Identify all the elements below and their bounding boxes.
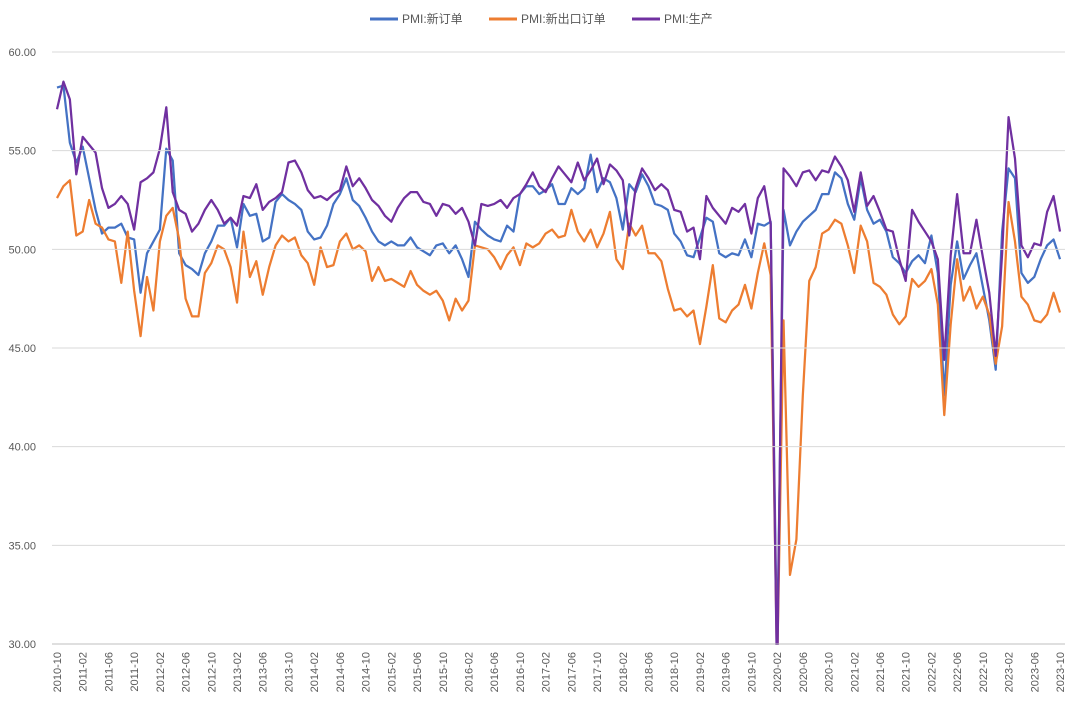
x-tick-label: 2016-06 bbox=[489, 652, 501, 692]
legend-label: PMI:生产 bbox=[664, 12, 713, 26]
x-tick-label: 2020-06 bbox=[798, 652, 810, 692]
x-tick-label: 2012-06 bbox=[181, 652, 193, 692]
x-tick-label: 2022-02 bbox=[926, 652, 938, 692]
legend: PMI:新订单 PMI:新出口订单 PMI:生产 bbox=[370, 11, 713, 26]
x-tick-label: 2023-02 bbox=[1004, 652, 1016, 692]
x-tick-label: 2011-06 bbox=[103, 652, 115, 692]
x-tick-label: 2013-02 bbox=[232, 652, 244, 692]
plot-area bbox=[55, 80, 1062, 645]
x-tick-label: 2021-02 bbox=[849, 652, 861, 692]
x-tick-label: 2012-10 bbox=[206, 652, 218, 692]
x-tick-label: 2014-06 bbox=[335, 652, 347, 692]
x-tick-label: 2019-02 bbox=[695, 652, 707, 692]
x-tick-label: 2014-10 bbox=[361, 652, 373, 692]
x-tick-label: 2017-06 bbox=[566, 652, 578, 692]
y-tick-label: 40.00 bbox=[8, 442, 36, 454]
x-tick-label: 2016-02 bbox=[463, 652, 475, 692]
x-tick-label: 2017-02 bbox=[541, 652, 553, 692]
legend-label: PMI:新出口订单 bbox=[521, 11, 606, 26]
x-tick-label: 2010-10 bbox=[52, 652, 64, 692]
series-line bbox=[55, 80, 1062, 645]
y-tick-label: 55.00 bbox=[8, 146, 36, 158]
y-tick-label: 60.00 bbox=[8, 47, 36, 59]
x-tick-label: 2013-06 bbox=[258, 652, 270, 692]
x-tick-label: 2019-06 bbox=[721, 652, 733, 692]
x-tick-label: 2020-02 bbox=[772, 652, 784, 692]
x-tick-label: 2011-02 bbox=[78, 652, 90, 692]
series-line bbox=[56, 179, 1062, 645]
legend-label: PMI:新订单 bbox=[402, 11, 463, 26]
x-tick-label: 2018-10 bbox=[669, 652, 681, 692]
y-tick-label: 35.00 bbox=[8, 540, 36, 552]
x-tick-label: 2011-10 bbox=[129, 652, 141, 692]
x-tick-label: 2015-02 bbox=[386, 652, 398, 692]
x-tick-label: 2019-10 bbox=[746, 652, 758, 692]
x-tick-label: 2021-10 bbox=[901, 652, 913, 692]
x-tick-label: 2015-10 bbox=[438, 652, 450, 692]
x-tick-label: 2014-02 bbox=[309, 652, 321, 692]
series-line bbox=[56, 84, 1062, 645]
x-tick-label: 2020-10 bbox=[824, 652, 836, 692]
x-tick-label: 2013-10 bbox=[283, 652, 295, 692]
y-tick-label: 45.00 bbox=[8, 343, 36, 355]
x-tick-label: 2022-10 bbox=[978, 652, 990, 692]
y-tick-label: 30.00 bbox=[8, 639, 36, 651]
x-tick-label: 2023-10 bbox=[1055, 652, 1067, 692]
y-tick-label: 50.00 bbox=[8, 244, 36, 256]
x-tick-label: 2021-06 bbox=[875, 652, 887, 692]
x-tick-label: 2015-06 bbox=[412, 652, 424, 692]
x-tick-label: 2017-10 bbox=[592, 652, 604, 692]
x-tick-label: 2018-02 bbox=[618, 652, 630, 692]
x-tick-label: 2018-06 bbox=[644, 652, 656, 692]
x-tick-label: 2016-10 bbox=[515, 652, 527, 692]
x-tick-label: 2012-02 bbox=[155, 652, 167, 692]
x-tick-label: 2022-06 bbox=[952, 652, 964, 692]
x-tick-label: 2023-06 bbox=[1029, 652, 1041, 692]
